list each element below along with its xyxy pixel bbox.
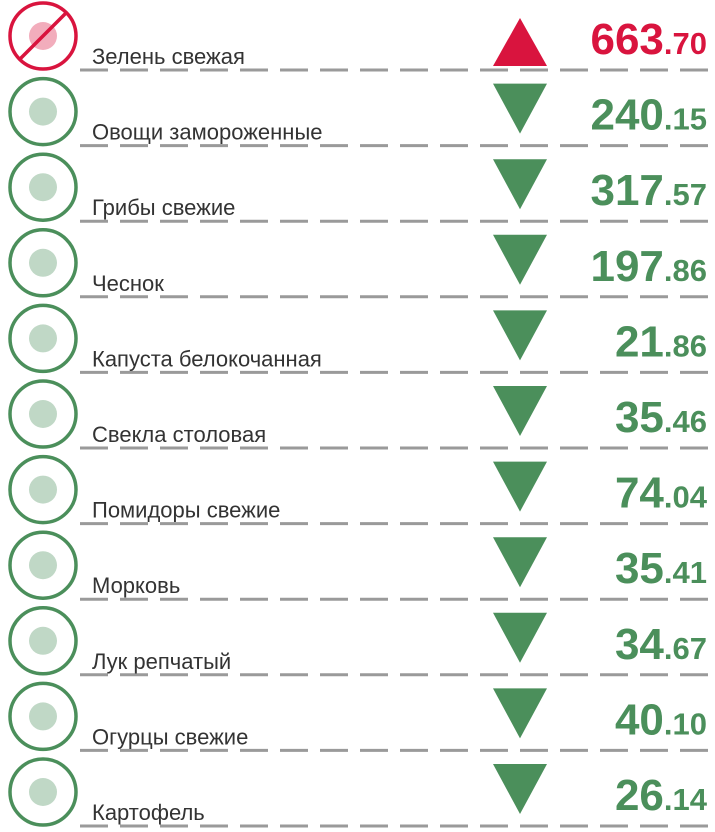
icon-picture [29, 22, 57, 50]
price-dec: .57 [664, 177, 707, 212]
row: Зелень свежая 663.70 [8, 1, 715, 72]
icon-circle [8, 454, 78, 525]
item-price: 663.70 [590, 15, 707, 64]
price-int: 317 [590, 166, 663, 215]
trend-arrow [493, 764, 547, 814]
icon-picture [29, 551, 57, 580]
price-dec: .15 [664, 102, 707, 137]
row: Огурцы свежие 40.10 [8, 681, 715, 752]
trend-arrow [493, 159, 547, 210]
icon-picture [29, 400, 57, 428]
price-dec: .46 [664, 404, 707, 439]
item-price: 240.15 [590, 91, 707, 140]
icon-picture [29, 626, 57, 655]
row: Овощи замороженные 240.15 [8, 76, 715, 148]
icon-picture [29, 475, 57, 504]
row: Морковь 35.41 [8, 530, 715, 601]
icon-circle [8, 379, 78, 449]
item-name: Картофель [92, 800, 205, 825]
trend-arrow [493, 537, 547, 588]
item-price: 35.46 [615, 393, 707, 442]
item-name: Капуста белокочанная [92, 346, 322, 371]
icon-circle [8, 303, 78, 374]
icon-picture [29, 778, 57, 806]
price-int: 240 [590, 91, 663, 140]
trend-arrow [493, 18, 547, 66]
price-dec: .04 [664, 480, 708, 515]
item-name: Свекла столовая [92, 422, 266, 447]
price-dec: .41 [664, 555, 707, 590]
price-dec: .86 [664, 253, 707, 288]
price-int: 21 [615, 317, 664, 366]
row: Чеснок 197.86 [8, 228, 715, 299]
price-int: 40 [615, 695, 664, 744]
row: Свекла столовая 35.46 [8, 379, 715, 450]
icon-picture [29, 97, 57, 126]
item-name: Грибы свежие [92, 195, 235, 220]
trend-arrow [493, 234, 547, 285]
price-dec: .10 [664, 706, 707, 741]
item-price: 317.57 [590, 166, 707, 215]
row: Картофель 26.14 [8, 757, 715, 828]
trend-arrow [493, 83, 547, 134]
icon-slash [18, 11, 68, 61]
trend-arrow [493, 612, 547, 663]
item-price: 34.67 [615, 620, 707, 669]
icon-circle [8, 76, 78, 147]
price-int: 35 [615, 544, 664, 593]
icon-circle [8, 606, 78, 676]
price-dec: .67 [664, 631, 707, 666]
item-name: Огурцы свежие [92, 724, 248, 749]
row: Лук репчатый 34.67 [8, 606, 715, 677]
price-int: 197 [590, 242, 663, 291]
icon-picture [29, 173, 57, 202]
item-price: 74.04 [615, 469, 708, 518]
item-price: 40.10 [615, 695, 707, 744]
item-name: Лук репчатый [92, 649, 231, 674]
price-dec: .14 [664, 782, 708, 817]
price-dec: .70 [664, 26, 707, 61]
item-name: Помидоры свежие [92, 498, 280, 523]
icon-circle [8, 152, 78, 222]
icon-circle [8, 530, 78, 600]
icon-picture [29, 324, 57, 353]
trend-arrow [493, 461, 547, 512]
item-price: 26.14 [615, 771, 708, 820]
row: Грибы свежие 317.57 [8, 152, 715, 223]
icon-picture [29, 248, 57, 277]
row: Капуста белокочанная 21.86 [8, 303, 715, 374]
row: Помидоры свежие 74.04 [8, 454, 715, 526]
price-int: 26 [615, 771, 664, 820]
price-int: 35 [615, 393, 664, 442]
price-int: 663 [590, 15, 663, 64]
icon-circle [8, 757, 78, 827]
item-name: Зелень свежая [92, 44, 245, 69]
item-name: Чеснок [92, 271, 164, 296]
icon-circle [8, 681, 78, 752]
item-name: Морковь [92, 573, 180, 598]
item-name: Овощи замороженные [92, 120, 323, 145]
item-price: 35.41 [615, 544, 707, 593]
item-price: 21.86 [615, 317, 707, 366]
price-int: 74 [615, 469, 664, 518]
icon-picture [29, 702, 57, 731]
icon-circle [8, 228, 78, 298]
trend-arrow [493, 688, 547, 739]
price-int: 34 [615, 620, 664, 669]
price-dec: .86 [664, 328, 707, 363]
trend-arrow [493, 310, 547, 361]
item-price: 197.86 [590, 242, 707, 291]
trend-arrow [493, 386, 547, 436]
